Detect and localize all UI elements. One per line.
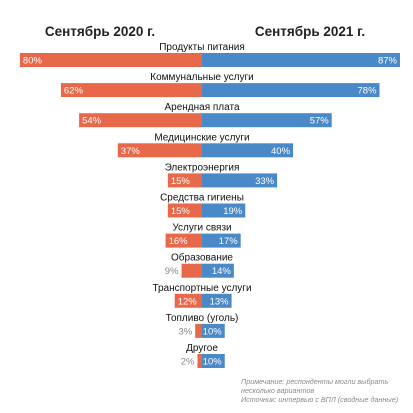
value-label-2020: 15% [171, 206, 191, 217]
category-label: Услуги связи [172, 223, 231, 234]
bar-2021 [202, 143, 294, 158]
bar-2020 [167, 173, 202, 188]
value-label-2020: 12% [178, 296, 198, 307]
value-label-2021: 19% [223, 206, 243, 217]
note-line-1: Примечание: респонденты могли выбрать [241, 377, 388, 386]
bar-2020 [197, 354, 202, 368]
category-label: Продукты питания [159, 42, 245, 53]
category-label: Топливо (уголь) [166, 313, 239, 324]
bar-2021 [202, 293, 232, 308]
bar-2020 [167, 203, 202, 218]
bar-2021 [202, 354, 225, 368]
bar-2021 [202, 173, 278, 188]
bar-2020 [165, 233, 202, 248]
value-label-2021: 14% [212, 266, 232, 277]
value-label-2020: 9% [165, 266, 179, 277]
bar-2021 [202, 83, 380, 98]
bar-2021 [202, 233, 241, 248]
value-label-2021: 17% [219, 236, 239, 247]
note-line-2: несколько вариантов [241, 386, 314, 395]
value-label-2021: 10% [203, 357, 223, 368]
value-label-2021: 33% [255, 176, 275, 187]
category-label: Образование [171, 252, 233, 264]
value-label-2021: 78% [358, 86, 378, 97]
value-label-2020: 3% [178, 326, 192, 337]
value-label-2021: 57% [310, 116, 330, 127]
value-label-2020: 54% [82, 116, 102, 127]
bar-2020 [79, 113, 202, 128]
note-line-3: Источник: интервью с ВПЛ (сводные данные… [241, 395, 398, 404]
bar-2020 [117, 143, 202, 158]
category-label: Транспортные услуги [152, 283, 251, 294]
header-right: Сентябрь 2021 г. [255, 24, 365, 39]
bar-2020 [19, 53, 203, 67]
category-label: Коммунальные услуги [150, 72, 253, 83]
header-left: Сентябрь 2020 г. [45, 24, 155, 39]
value-label-2021: 87% [378, 56, 398, 67]
bar-2021 [202, 53, 400, 67]
notes-group: Примечание: респонденты могли выбрать не… [241, 377, 398, 404]
bar-2020 [195, 323, 202, 338]
value-label-2021: 10% [203, 326, 223, 337]
bar-2020 [60, 83, 203, 98]
bars-group: Продукты питания 80% 87% Коммунальные услуг… [19, 42, 400, 368]
bar-2021 [202, 263, 234, 278]
value-label-2020: 2% [181, 357, 195, 368]
value-label-2021: 13% [210, 296, 230, 307]
category-label: Электроэнергия [165, 162, 240, 173]
bar-2021 [202, 323, 225, 338]
category-label: Арендная плата [164, 102, 239, 113]
category-label: Медицинские услуги [154, 132, 249, 143]
value-label-2020: 16% [169, 236, 189, 247]
value-label-2020: 15% [171, 176, 191, 187]
value-label-2020: 37% [121, 146, 141, 157]
bar-2021 [202, 203, 246, 218]
category-label: Другое [186, 343, 218, 354]
category-label: Средства гигиены [160, 193, 244, 204]
bar-2021 [202, 113, 332, 128]
bar-2020 [181, 263, 202, 278]
bar-2020 [174, 293, 202, 308]
value-label-2020: 80% [23, 56, 43, 67]
value-label-2021: 40% [271, 146, 291, 157]
value-label-2020: 62% [64, 86, 84, 97]
